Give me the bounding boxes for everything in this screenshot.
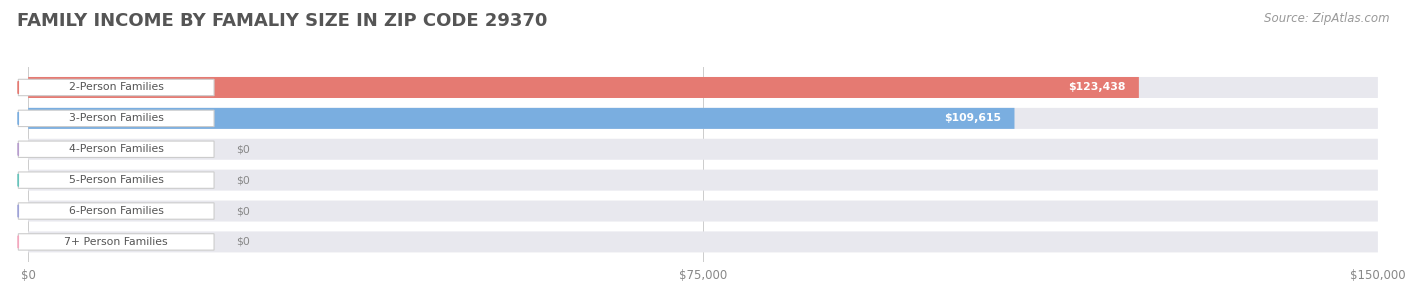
- Text: $0: $0: [236, 206, 250, 216]
- Text: 2-Person Families: 2-Person Families: [69, 82, 163, 92]
- Text: $123,438: $123,438: [1069, 82, 1125, 92]
- FancyBboxPatch shape: [28, 139, 1378, 160]
- Text: 3-Person Families: 3-Person Families: [69, 113, 163, 123]
- FancyBboxPatch shape: [18, 141, 214, 157]
- Text: 5-Person Families: 5-Person Families: [69, 175, 163, 185]
- FancyBboxPatch shape: [18, 234, 214, 250]
- Text: 4-Person Families: 4-Person Families: [69, 144, 163, 154]
- FancyBboxPatch shape: [28, 77, 1139, 98]
- Text: $0: $0: [236, 175, 250, 185]
- Text: 7+ Person Families: 7+ Person Families: [65, 237, 167, 247]
- FancyBboxPatch shape: [28, 200, 1378, 221]
- Text: $0: $0: [236, 237, 250, 247]
- FancyBboxPatch shape: [28, 108, 1015, 129]
- FancyBboxPatch shape: [18, 172, 214, 188]
- Text: 6-Person Families: 6-Person Families: [69, 206, 163, 216]
- Text: FAMILY INCOME BY FAMALIY SIZE IN ZIP CODE 29370: FAMILY INCOME BY FAMALIY SIZE IN ZIP COD…: [17, 12, 547, 30]
- FancyBboxPatch shape: [28, 77, 1378, 98]
- FancyBboxPatch shape: [18, 110, 214, 127]
- Text: Source: ZipAtlas.com: Source: ZipAtlas.com: [1264, 12, 1389, 25]
- FancyBboxPatch shape: [28, 170, 1378, 191]
- FancyBboxPatch shape: [18, 203, 214, 219]
- Text: $0: $0: [236, 144, 250, 154]
- FancyBboxPatch shape: [18, 79, 214, 96]
- Text: $109,615: $109,615: [943, 113, 1001, 123]
- FancyBboxPatch shape: [28, 231, 1378, 253]
- FancyBboxPatch shape: [28, 108, 1378, 129]
